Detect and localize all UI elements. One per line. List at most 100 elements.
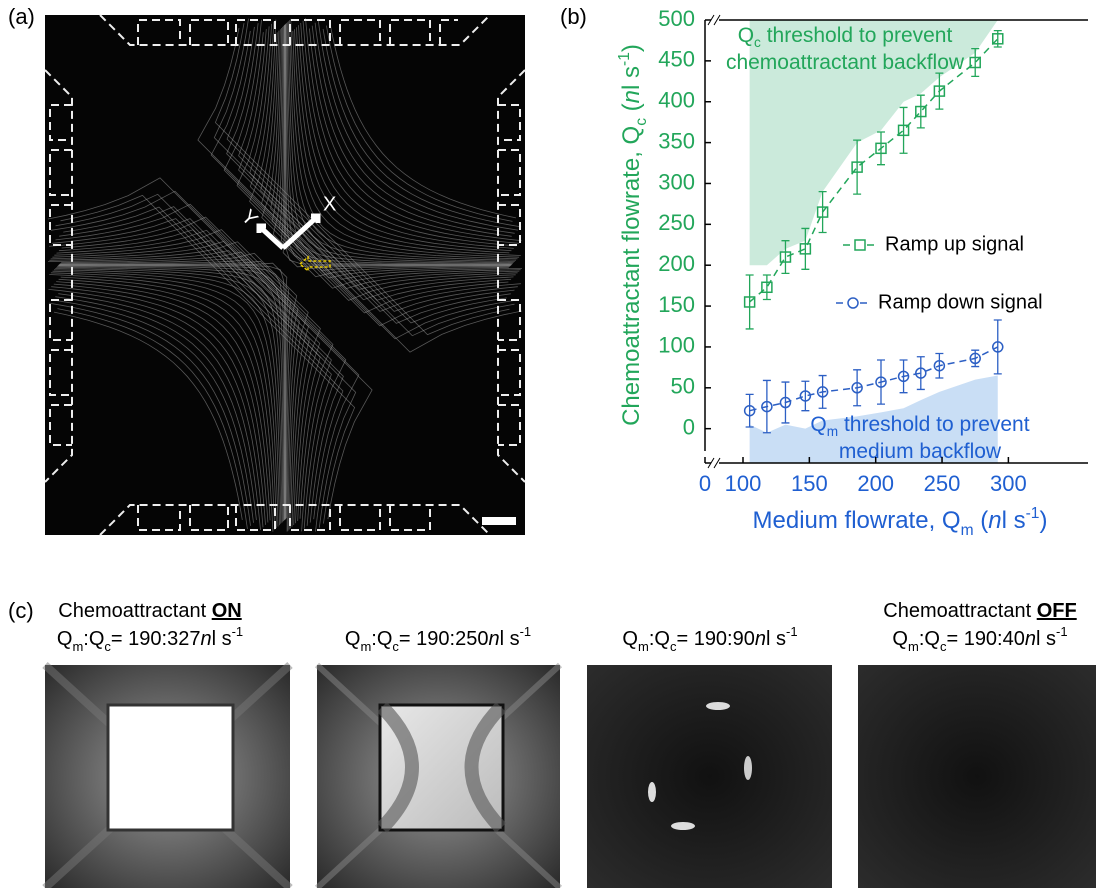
streamline bbox=[289, 20, 517, 261]
legend-label: Ramp down signal bbox=[878, 291, 1043, 313]
error-bar bbox=[877, 131, 885, 166]
x-tick-label: 250 bbox=[924, 471, 961, 496]
streamline bbox=[296, 27, 510, 254]
streamline bbox=[56, 281, 271, 521]
error-bar bbox=[916, 356, 925, 391]
streamline bbox=[59, 260, 290, 520]
streamline bbox=[309, 28, 522, 241]
text-part: Q bbox=[345, 628, 361, 650]
text-part: l s bbox=[1036, 628, 1056, 650]
text-part: m bbox=[360, 639, 371, 654]
streamline bbox=[57, 308, 248, 529]
text-part: :Q bbox=[649, 628, 670, 650]
streamline bbox=[280, 25, 511, 270]
text-part: n bbox=[488, 628, 499, 650]
text-part: = 190:250 bbox=[399, 628, 489, 650]
text-part: ) bbox=[1039, 507, 1047, 534]
marker bbox=[779, 251, 792, 263]
region-label: medium backflow bbox=[839, 440, 1002, 463]
streamline bbox=[238, 29, 521, 312]
streamline bbox=[300, 22, 514, 249]
y-tick-label: 100 bbox=[658, 333, 695, 358]
streamline bbox=[305, 18, 519, 244]
x-axis-label: Medium flowrate, Qm (nl s-1) bbox=[753, 505, 1048, 539]
image-heading: Chemoattractant OFF bbox=[883, 600, 1076, 622]
error-bar bbox=[801, 380, 810, 412]
streamline bbox=[329, 22, 517, 219]
y-tick-label: 50 bbox=[671, 374, 695, 399]
marker bbox=[933, 359, 946, 372]
text-part: Q bbox=[738, 24, 754, 47]
streamline bbox=[50, 190, 360, 532]
y-tick-label: 0 bbox=[683, 414, 695, 439]
error-bar bbox=[853, 369, 862, 407]
y-tick-label: 150 bbox=[658, 292, 695, 317]
streamline bbox=[59, 206, 344, 523]
error-bar bbox=[935, 352, 944, 379]
streamline bbox=[302, 20, 517, 247]
text-part: ON bbox=[212, 600, 242, 622]
legend-marker bbox=[847, 297, 859, 309]
text-part: Q bbox=[810, 413, 826, 436]
text-part: c bbox=[392, 639, 399, 654]
blob bbox=[744, 756, 752, 780]
streamlines bbox=[47, 18, 523, 532]
streamline bbox=[314, 22, 515, 234]
streamline bbox=[49, 241, 309, 530]
streamline bbox=[236, 26, 509, 314]
streamline bbox=[49, 218, 332, 532]
text-part: Q bbox=[892, 628, 908, 650]
text-part: -1 bbox=[520, 624, 532, 639]
image-background bbox=[858, 665, 1096, 888]
error-bar bbox=[899, 359, 908, 394]
axis-arrows bbox=[256, 213, 321, 250]
streamline bbox=[226, 26, 507, 324]
marker bbox=[875, 142, 887, 155]
streamline bbox=[210, 30, 520, 340]
text-part: m bbox=[908, 639, 919, 654]
threshold-region bbox=[749, 20, 998, 266]
text-part: m bbox=[827, 424, 838, 439]
streamline bbox=[48, 302, 251, 526]
marker bbox=[799, 243, 812, 255]
chamber bbox=[106, 703, 235, 832]
streamline bbox=[317, 19, 518, 231]
marker bbox=[875, 376, 887, 388]
text-part: l s bbox=[500, 628, 520, 650]
marker bbox=[743, 404, 756, 417]
error-bar bbox=[899, 106, 908, 154]
error-bar bbox=[877, 359, 885, 405]
blob bbox=[648, 782, 656, 802]
panel-label: (c) bbox=[8, 598, 34, 623]
streamline bbox=[52, 218, 332, 529]
text-part: = 190:90 bbox=[676, 628, 754, 650]
marker bbox=[816, 386, 829, 398]
streamline bbox=[54, 229, 321, 526]
text-part: -1 bbox=[1026, 505, 1040, 522]
text-part: :Q bbox=[83, 628, 104, 650]
streamline bbox=[214, 23, 510, 336]
text-part: ) bbox=[618, 44, 645, 52]
streamline bbox=[238, 32, 518, 312]
streamline bbox=[53, 311, 243, 520]
error-bar bbox=[762, 274, 771, 301]
image-ratio: Qm:Qc= 190:327nl s-1 bbox=[57, 624, 243, 654]
blob bbox=[671, 822, 695, 830]
streamline bbox=[287, 21, 515, 262]
streamline bbox=[285, 23, 513, 265]
marker bbox=[897, 124, 910, 137]
text-part: Chemoattractant bbox=[883, 600, 1036, 622]
text-part: n bbox=[1025, 628, 1036, 650]
error-bar bbox=[853, 139, 862, 195]
marker bbox=[915, 105, 927, 118]
error-bar bbox=[781, 240, 790, 275]
blob bbox=[706, 702, 730, 710]
streamline bbox=[61, 216, 334, 519]
text-part: c bbox=[104, 639, 111, 654]
streamline bbox=[48, 289, 264, 528]
image-heading: Chemoattractant ON bbox=[58, 600, 241, 622]
streamline bbox=[311, 25, 512, 237]
streamline bbox=[50, 272, 279, 527]
text-part: l s bbox=[212, 628, 232, 650]
